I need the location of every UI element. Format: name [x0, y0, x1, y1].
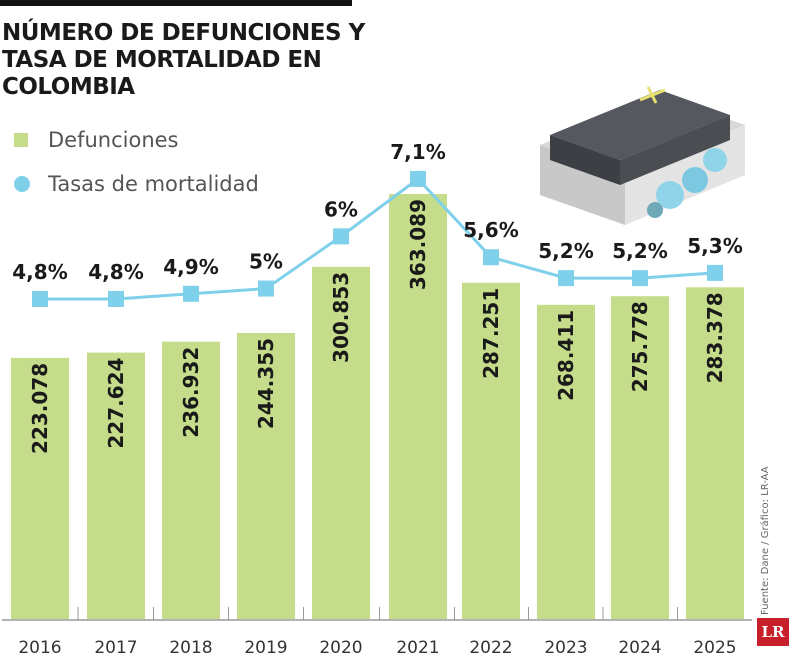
source-note: Fuente: Dane / Gráfico: LR-AA	[760, 466, 771, 615]
legend-label: Defunciones	[48, 128, 179, 152]
legend-item-defunciones: Defunciones	[14, 128, 179, 152]
x-tick-label-2020: 2020	[319, 638, 362, 658]
bar-label-2022: 287.251	[479, 288, 503, 379]
bar-2023	[537, 304, 595, 619]
x-tick-label-2023: 2023	[544, 638, 587, 658]
bar-label-2017: 227.624	[104, 358, 128, 449]
x-tick-label-2019: 2019	[244, 638, 287, 658]
lr-logo: LR	[757, 618, 789, 646]
legend-label: Tasas de mortalidad	[48, 172, 259, 196]
rate-point-2016	[32, 291, 48, 307]
x-tick-label-2017: 2017	[94, 638, 137, 658]
rate-line	[40, 176, 716, 301]
x-tick-label-2024: 2024	[618, 638, 661, 658]
rate-label-2018: 4,9%	[163, 255, 218, 279]
x-tick-label-2025: 2025	[693, 638, 736, 658]
bar-2022	[462, 282, 520, 619]
bar-label-2024: 275.778	[628, 301, 652, 392]
rate-label-2021: 7,1%	[390, 140, 445, 164]
bar-2020	[312, 266, 370, 619]
rate-label-2023: 5,2%	[538, 239, 593, 263]
rate-point-2023	[558, 270, 574, 287]
rate-point-2022	[483, 249, 499, 266]
rate-label-2025: 5,3%	[687, 234, 742, 258]
legend-item-tasas: Tasas de mortalidad	[14, 172, 259, 196]
bar-label-2021: 363.089	[406, 199, 430, 290]
bar-2018	[162, 341, 220, 619]
bar-2021	[389, 194, 447, 619]
legend-swatch-bar	[14, 133, 28, 147]
rate-label-2019: 5%	[249, 250, 283, 274]
rate-label-2020: 6%	[324, 197, 358, 221]
bar-2024	[611, 296, 669, 619]
rate-label-2016: 4,8%	[12, 260, 67, 284]
rate-point-2025	[707, 264, 723, 281]
x-tick-label-2018: 2018	[169, 638, 212, 658]
rate-label-2017: 4,8%	[88, 260, 143, 284]
bar-label-2023: 268.411	[554, 310, 578, 401]
rate-label-2022: 5,6%	[463, 218, 518, 242]
bar-label-2019: 244.355	[254, 338, 278, 429]
x-tick-label-2021: 2021	[396, 638, 439, 658]
x-tick-label-2022: 2022	[469, 638, 512, 658]
rate-point-2017	[108, 291, 124, 307]
bar-2019	[237, 332, 295, 619]
legend-swatch-line	[14, 176, 30, 192]
rate-point-2018	[183, 285, 199, 302]
rate-point-2024	[632, 270, 648, 287]
top-rule	[0, 0, 352, 6]
rate-point-2020	[333, 228, 349, 245]
bar-2017	[87, 352, 145, 619]
bar-label-2018: 236.932	[179, 347, 203, 438]
bar-label-2020: 300.853	[329, 272, 353, 363]
rate-point-2021	[410, 170, 426, 187]
bar-2025	[686, 287, 744, 619]
coffin-illustration	[540, 86, 745, 225]
bar-2016	[11, 357, 69, 619]
chart-title: NÚMERO DE DEFUNCIONES Y TASA DE MORTALID…	[2, 20, 365, 100]
bar-label-2025: 283.378	[703, 292, 727, 383]
x-tick-label-2016: 2016	[18, 638, 61, 658]
bar-label-2016: 223.078	[28, 363, 52, 454]
rate-label-2024: 5,2%	[612, 239, 667, 263]
rate-point-2019	[258, 280, 274, 297]
